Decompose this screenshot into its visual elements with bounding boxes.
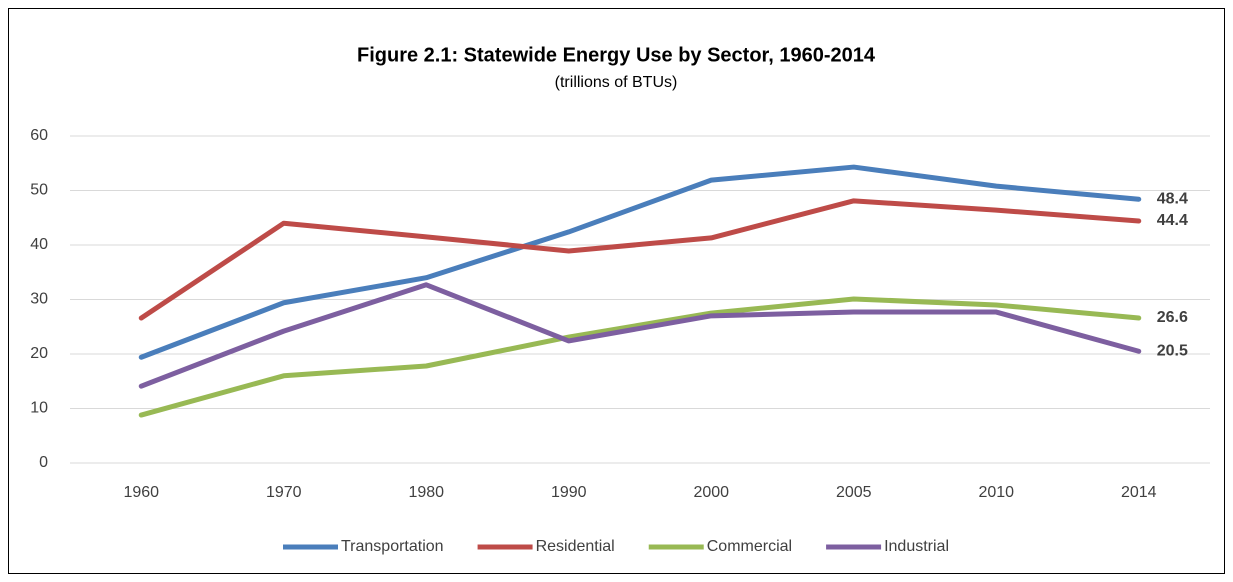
y-tick-label: 30 bbox=[30, 291, 48, 308]
y-tick-label: 20 bbox=[30, 345, 48, 362]
x-tick-label: 2010 bbox=[978, 484, 1014, 501]
y-tick-label: 60 bbox=[30, 127, 48, 144]
y-tick-label: 40 bbox=[30, 236, 48, 253]
data-label: 20.5 bbox=[1157, 342, 1188, 359]
series-line bbox=[138, 282, 1142, 389]
legend-label: Industrial bbox=[884, 538, 949, 555]
legend-label: Transportation bbox=[341, 538, 444, 555]
x-tick-label: 1970 bbox=[266, 484, 302, 501]
data-label: 48.4 bbox=[1157, 190, 1188, 207]
series-line bbox=[138, 296, 1142, 418]
chart-subtitle: (trillions of BTUs) bbox=[555, 74, 678, 91]
x-tick-label: 1980 bbox=[408, 484, 444, 501]
x-tick-label: 2000 bbox=[693, 484, 729, 501]
data-label: 26.6 bbox=[1157, 309, 1188, 326]
data-label: 44.4 bbox=[1157, 212, 1188, 229]
legend-label: Commercial bbox=[707, 538, 792, 555]
x-tick-label: 1990 bbox=[551, 484, 587, 501]
series-line bbox=[138, 198, 1142, 321]
y-tick-label: 50 bbox=[30, 182, 48, 199]
x-tick-label: 2005 bbox=[836, 484, 872, 501]
y-tick-label: 10 bbox=[30, 400, 48, 417]
y-tick-label: 0 bbox=[39, 454, 48, 471]
chart-frame bbox=[8, 8, 1225, 574]
chart-title: Figure 2.1: Statewide Energy Use by Sect… bbox=[357, 44, 876, 66]
legend-label: Residential bbox=[536, 538, 615, 555]
x-tick-label: 2014 bbox=[1121, 484, 1157, 501]
x-tick-label: 1960 bbox=[123, 484, 159, 501]
series-line bbox=[138, 164, 1142, 360]
